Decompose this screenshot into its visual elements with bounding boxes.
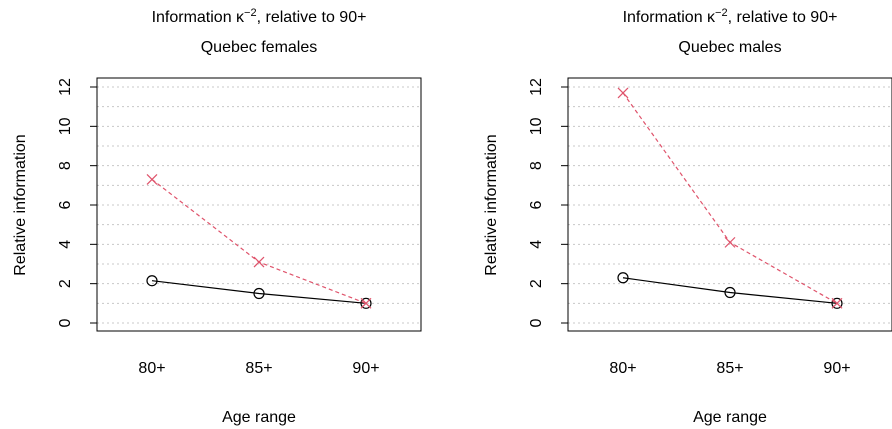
x-tick-label: 80+ xyxy=(609,360,636,377)
cross-stroke xyxy=(360,297,372,309)
chart-panel-1: Information κ−2, relative to 90+ Quebec f… xyxy=(12,7,422,426)
y-axis-label: Relative information xyxy=(12,134,29,275)
series-line-1 xyxy=(622,277,838,304)
y-tick-label: 4 xyxy=(528,240,545,249)
chart-subtitle: Quebec males xyxy=(678,39,781,56)
chart-subtitle: Quebec females xyxy=(201,39,318,56)
x-axis-label: Age range xyxy=(693,409,767,426)
cross-stroke xyxy=(146,174,158,185)
y-tick-label: 8 xyxy=(528,161,545,170)
cross-stroke xyxy=(724,236,736,248)
data-point-cross xyxy=(831,297,843,309)
series-line-2 xyxy=(622,92,838,304)
cross-stroke xyxy=(253,256,265,268)
x-tick-label: 80+ xyxy=(138,360,165,377)
y-tick-label: 12 xyxy=(57,78,74,96)
data-point-circle xyxy=(831,297,843,309)
y-tick-label: 4 xyxy=(57,240,74,249)
y-tick-label: 2 xyxy=(57,279,74,288)
data-point-cross xyxy=(617,87,629,99)
data-point-circle xyxy=(360,297,372,309)
y-tick-label: 12 xyxy=(528,78,545,96)
data-point-circle xyxy=(724,286,736,299)
x-tick-label: 90+ xyxy=(823,360,850,377)
data-point-cross xyxy=(146,174,158,185)
data-point-cross xyxy=(724,236,736,248)
x-axis-label: Age range xyxy=(222,409,296,426)
data-point-circle xyxy=(253,287,265,300)
chart-panel-2: Information κ−2, relative to 90+ Quebec m… xyxy=(483,7,892,426)
data-point-cross xyxy=(253,256,265,268)
data-point-circle xyxy=(617,272,629,284)
y-tick-label: 6 xyxy=(57,200,74,209)
y-tick-label: 0 xyxy=(57,318,74,327)
y-tick-label: 0 xyxy=(528,318,545,327)
y-tick-label: 8 xyxy=(57,161,74,170)
x-tick-label: 85+ xyxy=(716,360,743,377)
chart-title: Information κ−2, relative to 90+ xyxy=(152,7,367,26)
data-point-circle xyxy=(146,275,158,287)
y-tick-label: 2 xyxy=(528,279,545,288)
y-axis-label: Relative information xyxy=(483,134,500,275)
cross-stroke xyxy=(617,87,629,99)
x-tick-label: 85+ xyxy=(245,360,272,377)
y-tick-label: 6 xyxy=(528,200,545,209)
chart-title: Information κ−2, relative to 90+ xyxy=(623,7,838,26)
series-line-1 xyxy=(151,280,367,304)
y-tick-label: 10 xyxy=(57,117,74,135)
data-point-cross xyxy=(360,297,372,309)
y-tick-label: 10 xyxy=(528,117,545,135)
x-tick-label: 90+ xyxy=(352,360,379,377)
cross-stroke xyxy=(831,297,843,309)
